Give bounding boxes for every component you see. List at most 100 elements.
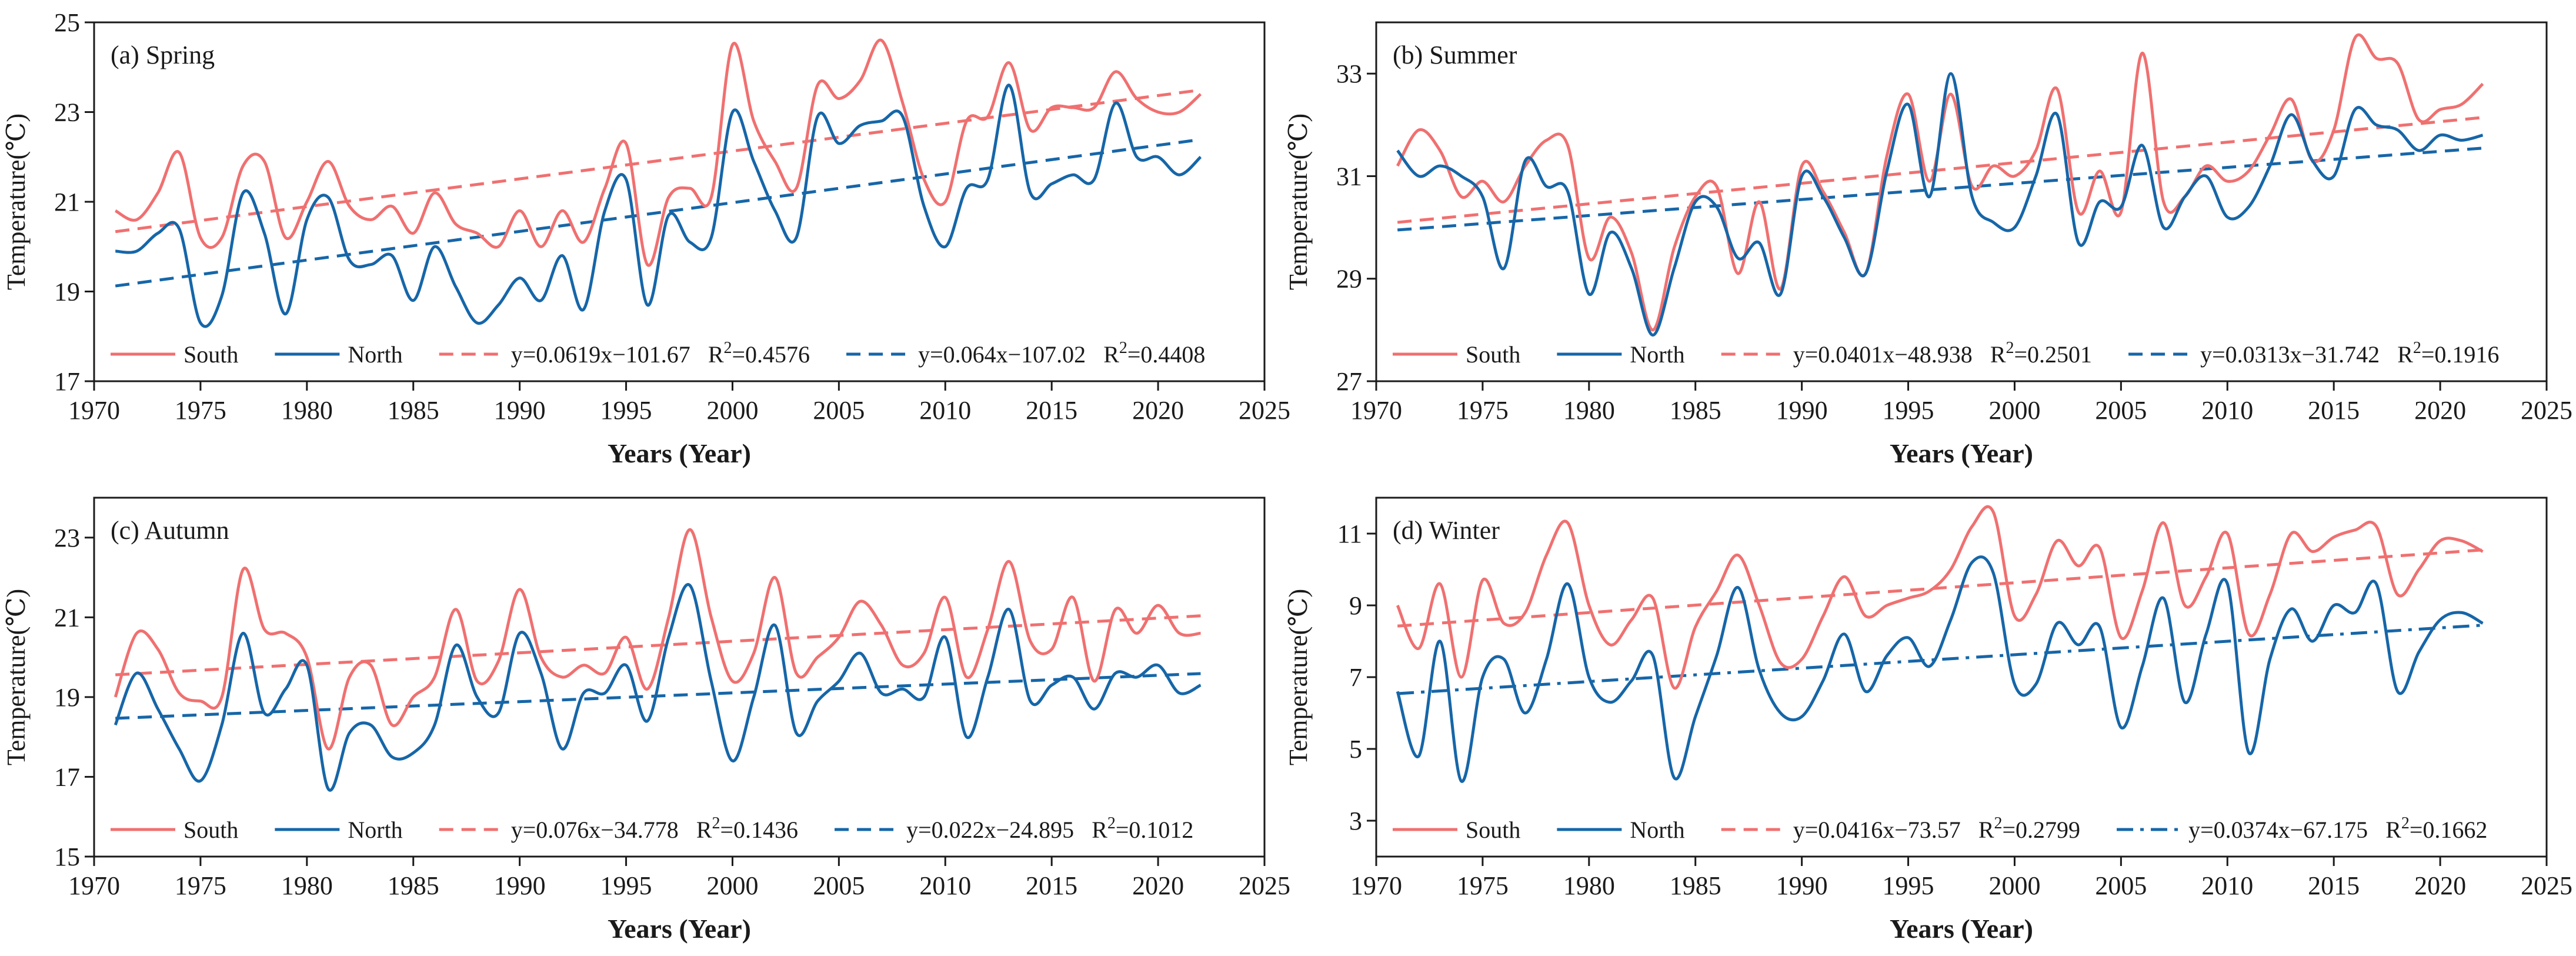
legend: South North y=0.076x−34.778 R2=0.1436 y=0.02… xyxy=(111,814,1193,843)
x-tick-label: 1975 xyxy=(1457,396,1509,425)
x-tick-label: 1980 xyxy=(1563,871,1615,900)
trendline-north xyxy=(115,672,1201,720)
y-tick-label: 21 xyxy=(54,603,80,632)
y-tick-label: 23 xyxy=(54,98,80,127)
y-tick-label: 33 xyxy=(1336,59,1362,88)
series-line-north xyxy=(114,582,1202,792)
x-tick-label: 2010 xyxy=(2201,871,2253,900)
series-line-north xyxy=(115,84,1202,328)
y-tick-label: 29 xyxy=(1336,265,1362,294)
x-tick-label: 2025 xyxy=(2521,871,2572,900)
chart-panel-3: 1970 1975 1980 1985 1990 1995 2000 2005 2010 2015… xyxy=(2,497,1290,944)
x-tick-label: 2010 xyxy=(919,871,971,900)
legend-label-north: North xyxy=(348,817,402,843)
x-axis-title: Years (Year) xyxy=(1890,438,2033,468)
x-tick-label: 2015 xyxy=(1026,871,1077,900)
x-tick-label: 2025 xyxy=(2521,396,2572,425)
x-tick-label: 1980 xyxy=(281,396,333,425)
x-tick-label: 1990 xyxy=(1776,396,1828,425)
trend-equation: y=0.076x−34.778 xyxy=(511,817,679,843)
x-tick-label: 2000 xyxy=(1988,871,2040,900)
x-tick-label: 1990 xyxy=(494,396,546,425)
x-tick-label: 2020 xyxy=(2414,396,2466,425)
y-tick-label: 5 xyxy=(1349,735,1362,764)
legend-label-south: South xyxy=(183,341,238,368)
legend-label-north: North xyxy=(348,341,402,368)
x-tick-label: 1985 xyxy=(1670,396,1721,425)
plot-frame xyxy=(93,21,1266,382)
x-tick-label: 1970 xyxy=(68,871,120,900)
trend-r-squared: R2=0.4408 xyxy=(1103,339,1205,368)
panel-title: (b) Summer xyxy=(1393,41,1517,69)
legend-label-south: South xyxy=(183,817,238,843)
y-tick-label: 17 xyxy=(54,762,80,791)
legend-label-south: South xyxy=(1466,341,1520,368)
x-tick-label: 1975 xyxy=(175,396,226,425)
trend-equation: y=0.0619x−101.67 xyxy=(511,341,690,368)
trend-equation: y=0.0401x−48.938 xyxy=(1793,341,1973,368)
x-tick-label: 2015 xyxy=(2308,871,2360,900)
trendline-south xyxy=(115,88,1201,234)
series-line-south xyxy=(114,528,1201,751)
y-tick-label: 27 xyxy=(1336,367,1362,396)
x-tick-label: 1995 xyxy=(600,871,652,900)
trend-equation: y=0.022x−24.895 xyxy=(906,817,1074,843)
y-tick-label: 11 xyxy=(1337,519,1362,548)
chart-panel-2: 1970 1975 1980 1985 1990 1995 2000 2005 2010 2015… xyxy=(1284,21,2572,468)
y-tick-label: 19 xyxy=(54,278,80,307)
trend-r-squared: R2=0.1012 xyxy=(1092,814,1193,843)
y-tick-label: 3 xyxy=(1349,807,1362,835)
y-axis-title: Temperature(℃) xyxy=(1284,114,1313,290)
x-tick-label: 1970 xyxy=(68,396,120,425)
x-tick-label: 1985 xyxy=(388,871,439,900)
x-tick-label: 2020 xyxy=(1132,871,1184,900)
x-tick-label: 2005 xyxy=(813,396,865,425)
x-tick-label: 1990 xyxy=(494,871,546,900)
x-axis-title: Years (Year) xyxy=(608,438,751,468)
y-tick-label: 15 xyxy=(54,842,80,871)
series-line-north xyxy=(1396,72,2484,337)
x-tick-label: 1975 xyxy=(175,871,226,900)
x-tick-label: 2000 xyxy=(706,871,758,900)
trend-r-squared: R2=0.2501 xyxy=(1990,339,2092,368)
y-tick-label: 31 xyxy=(1336,162,1362,191)
x-tick-label: 2025 xyxy=(1239,396,1290,425)
trendline-north xyxy=(115,138,1201,288)
trend-r-squared: R2=0.1436 xyxy=(696,814,798,843)
x-tick-label: 2005 xyxy=(2095,871,2147,900)
series-line-north xyxy=(1396,555,2484,783)
trendline-north xyxy=(1397,624,2483,695)
x-tick-label: 1970 xyxy=(1350,396,1402,425)
x-tick-label: 2000 xyxy=(706,396,758,425)
x-tick-label: 2000 xyxy=(1988,396,2040,425)
legend: South North y=0.0416x−73.57 R2=0.2799 y=0.03… xyxy=(1393,814,2487,843)
x-tick-label: 2025 xyxy=(1239,871,1290,900)
panel-title: (a) Spring xyxy=(111,41,215,69)
x-tick-label: 1990 xyxy=(1776,871,1828,900)
x-tick-label: 2015 xyxy=(2308,396,2360,425)
x-tick-label: 1995 xyxy=(600,396,652,425)
x-tick-label: 1985 xyxy=(388,396,439,425)
trend-equation: y=0.0313x−31.742 xyxy=(2200,341,2380,368)
legend-label-north: North xyxy=(1630,817,1684,843)
legend-label-south: South xyxy=(1466,817,1520,843)
y-tick-label: 9 xyxy=(1349,591,1362,620)
y-tick-label: 7 xyxy=(1349,663,1362,692)
y-tick-label: 19 xyxy=(54,683,80,712)
x-tick-label: 2020 xyxy=(2414,871,2466,900)
y-tick-label: 25 xyxy=(54,8,80,37)
y-tick-label: 17 xyxy=(54,367,80,396)
trend-r-squared: R2=0.4576 xyxy=(708,339,810,368)
x-tick-label: 1980 xyxy=(1563,396,1615,425)
trend-equation: y=0.0374x−67.175 xyxy=(2188,817,2368,843)
x-tick-label: 2005 xyxy=(2095,396,2147,425)
x-tick-label: 2015 xyxy=(1026,396,1077,425)
y-axis-title: Temperature(℃) xyxy=(2,589,31,765)
trend-equation: y=0.064x−107.02 xyxy=(918,341,1086,368)
trend-r-squared: R2=0.1916 xyxy=(2397,339,2499,368)
series-line-south xyxy=(1396,505,2484,689)
trend-r-squared: R2=0.1662 xyxy=(2385,814,2487,843)
x-tick-label: 1975 xyxy=(1457,871,1509,900)
panel-title: (c) Autumn xyxy=(111,516,229,545)
